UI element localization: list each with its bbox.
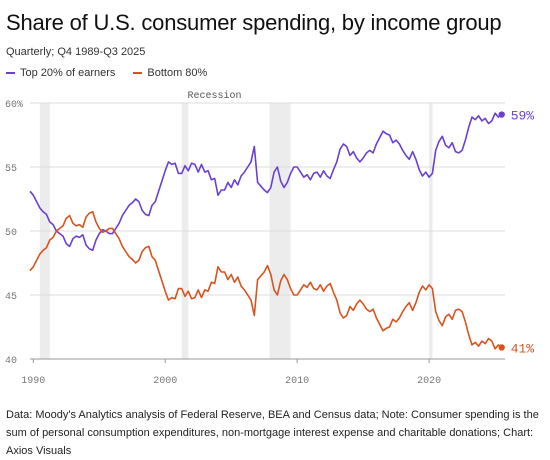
legend-swatch-bottom80 [133,72,143,74]
series-end-label-bottom80: 41% [511,341,535,356]
x-tick-label-2020: 2020 [417,376,441,387]
chart-subtitle: Quarterly; Q4 1989-Q3 2025 [6,46,146,58]
legend-label-top20: Top 20% of earners [20,67,116,79]
series-end-dot-top20 [498,111,505,118]
series-line-bottom80 [29,211,503,350]
legend-item-top20: Top 20% of earners [6,67,115,79]
y-tick-label-40: 40 [5,356,17,367]
chart-title: Share of U.S. consumer spending, by inco… [6,10,502,35]
x-tick-label-2000: 2000 [153,376,177,387]
line-chart: Recession 40 45 50 55 60% 1990 2000 2010 2020 59% 4… [5,90,535,387]
legend-label-bottom80: Bottom 80% [147,67,208,79]
recession-label: Recession [187,90,241,102]
series-line-top20 [29,112,503,251]
legend: Top 20% of earners Bottom 80% [6,67,207,79]
legend-swatch-top20 [6,72,15,74]
series-end-dot-bottom80 [498,344,505,351]
series-end-label-top20: 59% [511,109,535,124]
y-tick-label-60: 60% [5,100,23,111]
x-tick-label-1990: 1990 [21,376,45,387]
y-tick-label-55: 55 [5,164,17,175]
y-tick-label-45: 45 [5,292,17,303]
y-tick-label-50: 50 [5,228,17,239]
legend-item-bottom80: Bottom 80% [133,67,207,79]
source-note: Data: Moody's Analytics analysis of Fede… [6,409,539,457]
x-tick-label-2010: 2010 [285,376,309,387]
